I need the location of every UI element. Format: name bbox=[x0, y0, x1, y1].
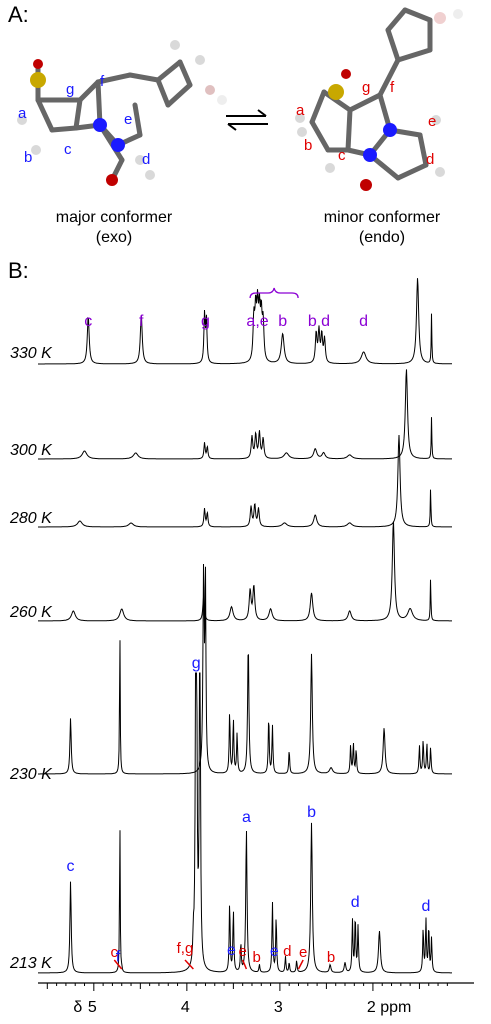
spectrum-trace-300k bbox=[38, 369, 452, 460]
minor-arrow-icon bbox=[184, 959, 194, 970]
peak-label: c bbox=[84, 313, 92, 330]
peak-label: a,e bbox=[246, 313, 268, 330]
temperature-label: 280 K bbox=[9, 510, 53, 527]
molecule-major-conformer: a b c d e f g bbox=[17, 40, 227, 186]
minor-peak-label: e bbox=[239, 943, 247, 960]
equilibrium-arrows-icon bbox=[226, 109, 268, 131]
temperature-label: 260 K bbox=[9, 604, 53, 621]
x-axis-tick-label: 2 ppm bbox=[367, 999, 411, 1016]
panel-a-label: A: bbox=[8, 2, 29, 27]
major-conformer-caption: major conformer (exo) bbox=[14, 208, 214, 248]
x-axis-tick-label: 3 bbox=[274, 999, 283, 1016]
minor-arrow-icon bbox=[297, 959, 304, 970]
minor-peak-label: e bbox=[299, 944, 307, 961]
peak-label: f bbox=[139, 313, 144, 330]
major-atom-label-b: b bbox=[24, 149, 32, 166]
peak-label: b bbox=[278, 313, 287, 330]
minor-arrow-icon bbox=[241, 959, 248, 970]
peak-label: g bbox=[201, 313, 210, 330]
minor-peak-label: c bbox=[111, 944, 119, 961]
peak-label: c bbox=[67, 858, 75, 875]
temperature-label: 230 K bbox=[9, 766, 53, 783]
peak-label: b bbox=[307, 804, 316, 821]
temperature-label: 330 K bbox=[10, 345, 53, 362]
minor-atom-label-g: g bbox=[362, 79, 370, 96]
minor-conformer-type: (endo) bbox=[358, 229, 406, 246]
major-atom-label-e: e bbox=[124, 111, 132, 128]
major-atom-label-c: c bbox=[64, 141, 72, 158]
minor-peak-label: b bbox=[327, 949, 335, 966]
minor-arrow-icon bbox=[113, 959, 123, 970]
peak-label: d bbox=[351, 894, 360, 911]
peak-label: a bbox=[242, 809, 251, 826]
minor-atom-label-b: b bbox=[304, 137, 312, 154]
major-conformer-name: major conformer bbox=[55, 209, 173, 226]
minor-atom-label-f: f bbox=[390, 79, 395, 96]
temperature-label: 213 K bbox=[9, 955, 53, 972]
x-axis-tick-label: 4 bbox=[181, 999, 190, 1016]
spectrum-trace-260k bbox=[38, 521, 452, 622]
minor-conformer-caption: minor conformer (endo) bbox=[282, 208, 482, 248]
ae-brace-icon bbox=[249, 287, 299, 299]
minor-conformer-name: minor conformer bbox=[323, 209, 441, 226]
x-axis-tick-label: 5 bbox=[88, 999, 97, 1016]
major-atom-label-f: f bbox=[100, 73, 105, 90]
peak-label: g bbox=[192, 655, 201, 672]
temperature-label: 300 K bbox=[10, 442, 53, 459]
minor-peak-label: d bbox=[283, 943, 291, 960]
major-conformer-type: (exo) bbox=[95, 229, 133, 246]
minor-atom-label-d: d bbox=[426, 151, 434, 168]
panel-b-label: B: bbox=[8, 258, 29, 283]
major-atom-label-a: a bbox=[18, 105, 27, 122]
peak-label: d bbox=[359, 313, 368, 330]
spectrum-trace-280k bbox=[38, 434, 452, 528]
major-atom-label-g: g bbox=[66, 81, 74, 98]
delta-symbol: δ bbox=[73, 999, 82, 1016]
peak-label: e bbox=[227, 942, 236, 959]
minor-atom-label-c: c bbox=[338, 147, 346, 164]
molecule-minor-conformer: a b c d e f g bbox=[295, 7, 463, 191]
major-atom-label-d: d bbox=[142, 151, 150, 168]
peak-label: b d bbox=[308, 313, 330, 330]
spectrum-trace-230k bbox=[38, 563, 452, 775]
minor-peak-label: f,g bbox=[177, 940, 194, 957]
spectrum-trace-213k bbox=[38, 672, 452, 974]
peak-label: f bbox=[116, 949, 121, 966]
peak-label: d bbox=[421, 898, 430, 915]
minor-peak-label: b bbox=[252, 949, 260, 966]
minor-atom-label-e: e bbox=[428, 113, 436, 130]
minor-atom-label-a: a bbox=[296, 102, 305, 119]
spectrum-trace-330k bbox=[38, 278, 452, 365]
peak-label: e bbox=[270, 943, 279, 960]
